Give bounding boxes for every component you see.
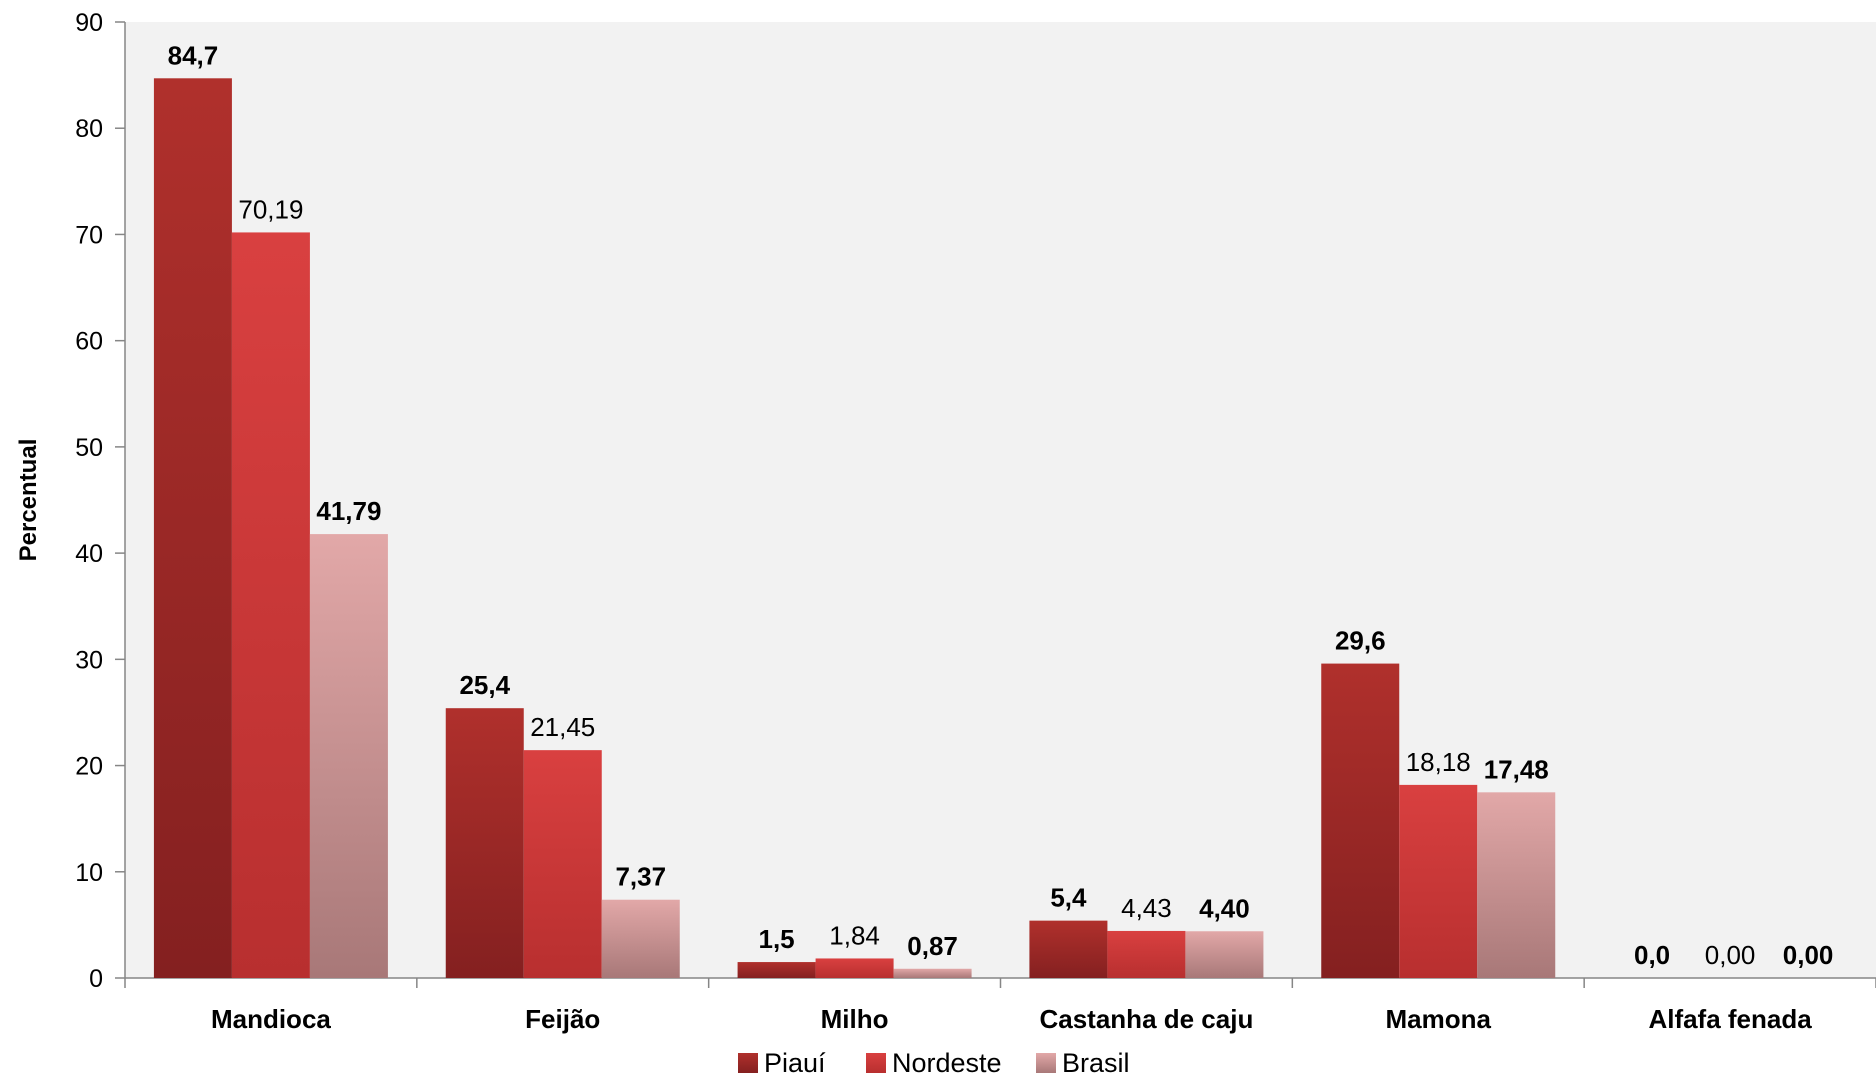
bar-piauí-4 <box>1321 663 1400 978</box>
bar-brasil-3 <box>1185 931 1264 978</box>
y-axis: 0 10 20 30 40 50 60 70 80 90 <box>75 9 126 993</box>
bar-piauí-1 <box>445 708 524 978</box>
data-label: 17,48 <box>1484 754 1549 784</box>
bar-nordeste-4 <box>1399 784 1478 978</box>
x-tick-label: Alfafa fenada <box>1648 1004 1812 1034</box>
bar-piauí-0 <box>153 78 232 978</box>
data-label: 4,40 <box>1199 893 1250 923</box>
bar-nordeste-2 <box>815 958 894 978</box>
y-tick-label: 10 <box>75 859 103 887</box>
data-labels: 84,7 70,19 41,79 25,4 21,45 7,37 1,5 1,84 0,87 5,… <box>168 40 1834 970</box>
x-tick-label: Milho <box>821 1004 889 1034</box>
legend-swatch-piauí <box>738 1053 758 1073</box>
y-tick-label: 50 <box>75 434 103 462</box>
y-tick-label: 30 <box>75 646 103 674</box>
data-label: 0,00 <box>1783 940 1834 970</box>
legend-swatch-nordeste <box>866 1053 886 1073</box>
legend-swatch-brasil <box>1036 1053 1056 1073</box>
y-tick-label: 80 <box>75 115 103 143</box>
legend-label: Brasil <box>1062 1048 1130 1078</box>
x-tick-label: Feijão <box>525 1004 600 1034</box>
data-label: 0,0 <box>1634 940 1670 970</box>
data-label: 7,37 <box>615 862 666 892</box>
x-tick-label: Mandioca <box>211 1004 331 1034</box>
bar-brasil-2 <box>893 968 972 978</box>
x-tick-label: Castanha de caju <box>1039 1004 1253 1034</box>
bar-nordeste-3 <box>1107 930 1186 978</box>
data-label: 41,79 <box>316 496 381 526</box>
legend: Piauí Nordeste Brasil <box>738 1048 1130 1078</box>
y-tick-label: 90 <box>75 9 103 37</box>
x-axis: Mandioca Feijão Milho Castanha de caju Mamon… <box>124 977 1876 1034</box>
data-label: 0,00 <box>1705 940 1756 970</box>
data-label: 1,5 <box>759 924 795 954</box>
data-label: 29,6 <box>1335 626 1386 656</box>
y-tick-label: 0 <box>89 965 103 993</box>
y-tick-label: 70 <box>75 221 103 249</box>
data-label: 84,7 <box>168 40 219 70</box>
data-label: 1,84 <box>829 920 880 950</box>
bar-brasil-0 <box>309 534 388 978</box>
bar-nordeste-0 <box>231 232 310 979</box>
bars <box>153 78 1556 979</box>
legend-label: Piauí <box>764 1048 826 1078</box>
y-tick-label: 20 <box>75 753 103 781</box>
bar-nordeste-1 <box>523 750 602 978</box>
data-label: 21,45 <box>530 712 595 742</box>
y-axis-title: Percentual <box>15 439 42 562</box>
bar-brasil-4 <box>1477 792 1556 978</box>
bar-piauí-3 <box>1029 920 1108 978</box>
data-label: 5,4 <box>1050 883 1087 913</box>
bar-piauí-2 <box>737 962 816 978</box>
data-label: 4,43 <box>1121 893 1172 923</box>
plot-area <box>125 22 1876 978</box>
x-tick-label: Mamona <box>1386 1004 1492 1034</box>
data-label: 0,87 <box>907 931 958 961</box>
y-tick-label: 40 <box>75 540 103 568</box>
data-label: 70,19 <box>238 194 303 224</box>
data-label: 18,18 <box>1406 747 1471 777</box>
data-label: 25,4 <box>459 670 510 700</box>
y-tick-label: 60 <box>75 328 103 356</box>
bar-brasil-1 <box>601 899 680 978</box>
legend-label: Nordeste <box>892 1048 1002 1078</box>
